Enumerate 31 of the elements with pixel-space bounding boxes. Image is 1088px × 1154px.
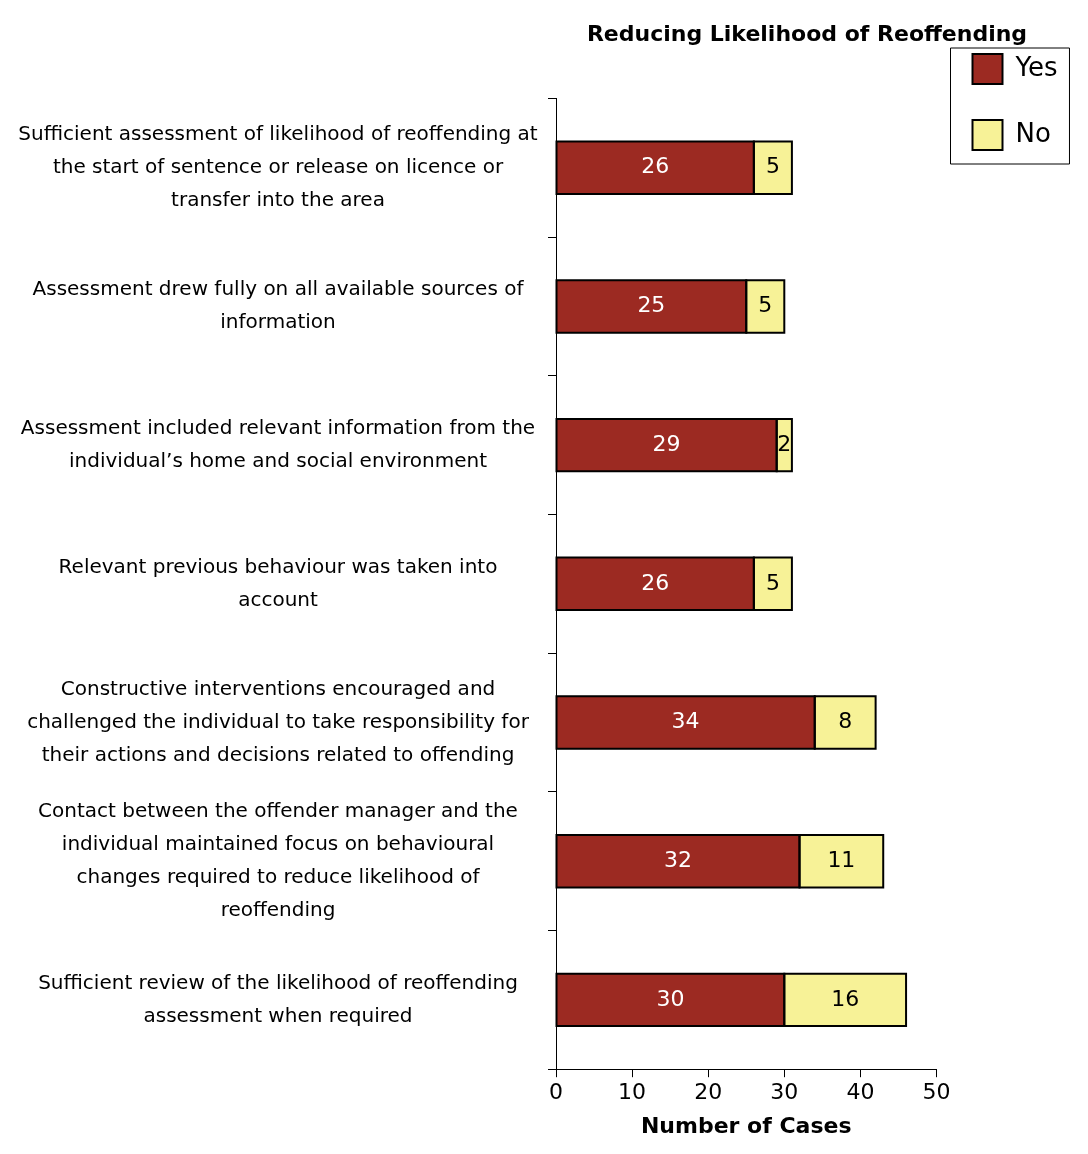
y-tick-label: Sufficient assessment of likelihood of reoffending at the start of sentence or release on licence or transfer into the area	[18, 120, 538, 211]
data-label: 11	[827, 846, 856, 872]
data-label: 29	[652, 430, 681, 456]
data-label: 30	[656, 985, 685, 1011]
x-tick-label: 20	[694, 1079, 723, 1105]
y-tick-label: Contact between the offender manager and the individual maintained focus on behavioural changes required to reduce likelihood of reoffending	[38, 797, 518, 921]
data-label: 26	[641, 569, 670, 595]
data-label: 26	[641, 153, 670, 179]
data-label: 16	[831, 985, 860, 1011]
y-tick-label: Assessment drew fully on all available sources of information	[32, 276, 525, 334]
x-tick-label: 0	[549, 1079, 563, 1105]
data-label: 5	[765, 153, 780, 179]
x-tick-label: 10	[618, 1079, 647, 1105]
x-axis-title: Number of Cases	[640, 1112, 852, 1138]
y-tick-label: Sufficient review of the likelihood of reoffending assessment when required	[38, 969, 518, 1027]
x-tick-label: 30	[770, 1079, 799, 1105]
data-label: 5	[758, 292, 773, 318]
data-label: 25	[637, 292, 666, 318]
data-label: 34	[671, 708, 700, 734]
data-label: 5	[765, 569, 780, 595]
chart-title: Reducing Likelihood of Reoffending	[586, 20, 1028, 46]
data-label: 2	[777, 430, 792, 456]
y-tick-label: Constructive interventions encouraged and challenged the individual to take responsibility for their actions and decisions related to offending	[27, 675, 530, 766]
legend-label: No	[1015, 117, 1051, 148]
y-tick-label: Relevant previous behaviour was taken into account	[58, 553, 498, 611]
y-tick-label: Assessment included relevant information from the individual’s home and social environment	[20, 414, 536, 472]
data-label: 32	[664, 846, 693, 872]
x-tick-label: 50	[922, 1079, 951, 1105]
legend-label: Yes	[1014, 51, 1058, 82]
x-tick-label: 40	[846, 1079, 875, 1105]
data-label: 8	[838, 708, 853, 734]
